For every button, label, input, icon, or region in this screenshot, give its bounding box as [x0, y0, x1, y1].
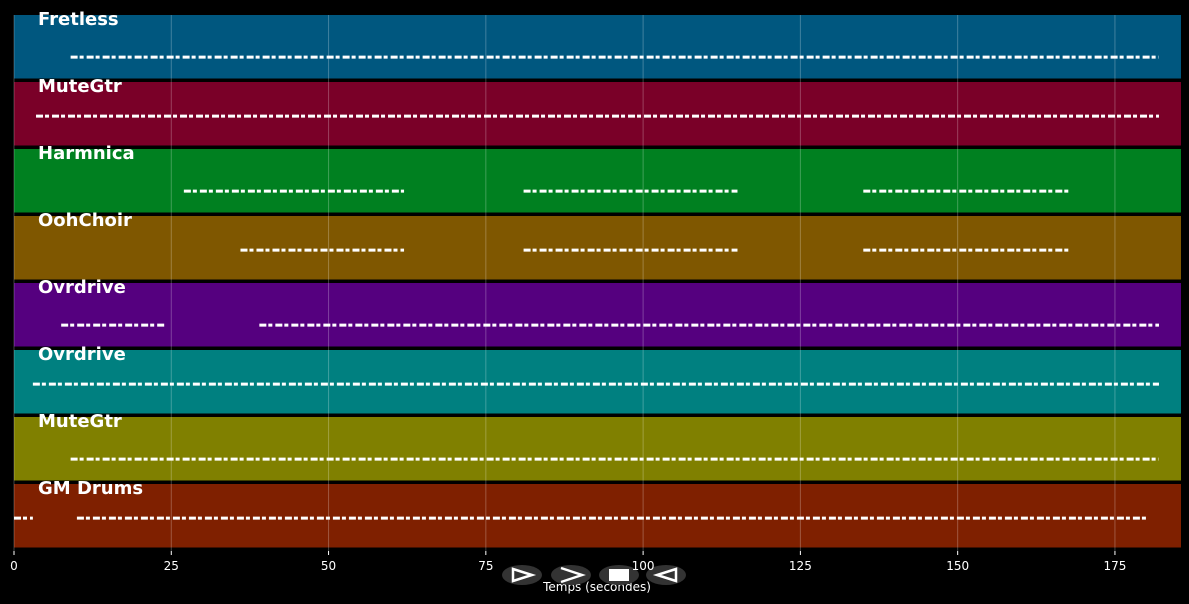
track-name: Ovrdrive [38, 277, 126, 298]
track-name: Ovrdrive [38, 344, 126, 365]
track-row [14, 82, 1181, 146]
track-name: GM Drums [38, 478, 143, 499]
x-tick-label: 75 [478, 559, 493, 573]
x-tick-label: 175 [1103, 559, 1126, 573]
stop-button[interactable] [599, 565, 639, 585]
x-tick-label: 150 [946, 559, 969, 573]
x-tick-label: 25 [164, 559, 179, 573]
x-tick-label: 100 [632, 559, 655, 573]
track-name: MuteGtr [38, 76, 122, 97]
track-row [14, 283, 1181, 347]
rewind-button[interactable] [646, 565, 686, 585]
track-row [14, 350, 1181, 414]
forward-button[interactable] [551, 565, 591, 585]
x-tick-label: 125 [789, 559, 812, 573]
playback-controls [502, 565, 686, 585]
x-tick-label: 50 [321, 559, 336, 573]
track-name: MuteGtr [38, 411, 122, 432]
track-row [14, 216, 1181, 280]
track-row [14, 484, 1181, 548]
track-name: OohChoir [38, 210, 132, 231]
tracks: Fretless MuteGtr Harmnica OohChoir Ovrdrive O… [13, 9, 1181, 551]
track-name: Harmnica [38, 143, 135, 164]
track-row [14, 149, 1181, 213]
play-button[interactable] [502, 565, 542, 585]
x-tick-label: 0 [10, 559, 18, 573]
track-name: Fretless [38, 9, 119, 30]
track-row [14, 15, 1181, 79]
track-row [14, 417, 1181, 481]
